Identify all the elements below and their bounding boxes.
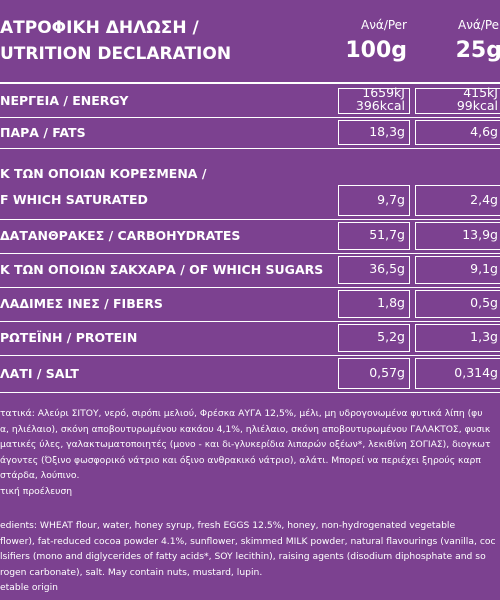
divider xyxy=(0,253,500,254)
divider xyxy=(0,287,500,288)
value-box xyxy=(338,222,410,250)
value: 5,2g xyxy=(377,329,405,344)
value: 0,5g xyxy=(470,295,498,310)
ingredients-greek: στάρδα, λούπινο. xyxy=(0,470,80,481)
value-box xyxy=(415,120,500,145)
value: 36,5g xyxy=(369,261,405,276)
divider xyxy=(0,321,500,322)
ingredients-english: flower), fat-reduced cocoa powder 4.1%, … xyxy=(0,535,496,547)
ingredients-greek: τατικά: Αλεύρι ΣΙΤΟΥ, νερό, σιρόπι μελιο… xyxy=(0,408,483,419)
portion: 25g xyxy=(455,38,500,63)
value: 415kJ xyxy=(463,85,498,100)
ingredients-english: lsifiers (mono and diglycerides of fatty… xyxy=(0,551,486,562)
value: 1,8g xyxy=(377,295,405,310)
value-box xyxy=(415,290,500,318)
row-label: ΛΑΔΙΜΕΣ ΙΝΕΣ / FIBERS xyxy=(0,296,163,311)
value: 1659kJ xyxy=(362,85,405,100)
value: 0,57g xyxy=(369,364,405,380)
row-label: Κ ΤΩΝ ΟΠΟΙΩΝ ΣΑΚΧΑΡΑ / OF WHICH SUGARS xyxy=(0,262,324,277)
value: 9,1g xyxy=(470,261,498,276)
per-label: Ανά/Per xyxy=(361,18,407,32)
per-label: Ανά/Per xyxy=(458,18,500,32)
ingredients-greek: ματικές ύλες, γαλακτωματοποιητές (μονο -… xyxy=(0,439,491,450)
value: 2,4g xyxy=(470,191,498,207)
divider xyxy=(0,117,500,118)
divider xyxy=(0,82,500,84)
value: 51,7g xyxy=(369,227,405,242)
ingredients-english: etable origin xyxy=(0,582,59,593)
value-box xyxy=(338,185,410,216)
row-label: Κ ΤΩΝ ΟΠΟΙΩΝ ΚΟΡΕΣΜΕΝΑ / xyxy=(0,166,207,181)
ingredients-greek: άγοντες (Όξινο φωσφορικό νάτριο και όξιν… xyxy=(0,454,481,466)
value: 396kcal xyxy=(355,98,405,113)
value-box xyxy=(415,256,500,284)
row-label: ΛΑΤΙ / SALT xyxy=(0,365,79,381)
value-box xyxy=(338,290,410,318)
ingredients-greek: α, ηλιέλαιο), σκόνη αποβουτυρωμένου κακά… xyxy=(0,423,491,435)
value: 18,3g xyxy=(369,123,405,139)
value-box xyxy=(338,88,410,114)
value-box xyxy=(338,256,410,284)
value: 9,7g xyxy=(377,191,405,207)
value: 1,3g xyxy=(470,329,498,344)
ingredients-english: rogen carbonate), salt. May contain nuts… xyxy=(0,566,263,578)
value-box xyxy=(338,120,410,145)
divider xyxy=(0,219,500,220)
value: 13,9g xyxy=(462,227,498,242)
value-box xyxy=(415,222,500,250)
ingredients-english: edients: WHEAT flour, water, honey syrup… xyxy=(0,520,456,531)
value-box xyxy=(415,88,500,114)
divider xyxy=(0,392,500,393)
value: 99kcal xyxy=(456,98,498,113)
title-line: UTRITION DECLARATION xyxy=(0,44,232,64)
portion: 100g xyxy=(345,38,407,63)
value-box xyxy=(415,185,500,216)
divider xyxy=(0,355,500,356)
value: 0,314g xyxy=(454,364,498,380)
value-box xyxy=(338,358,410,389)
row-label: ΠΑΡΑ / FATS xyxy=(0,124,86,140)
value-box xyxy=(415,358,500,389)
row-label: F WHICH SATURATED xyxy=(0,192,148,207)
row-label: ΡΩΤΕΪΝΗ / PROTEIN xyxy=(0,330,138,345)
row-label: ΔΑΤΑΝΘΡΑΚΕΣ / CARBOHYDRATES xyxy=(0,228,241,243)
value-box xyxy=(338,324,410,352)
title-line: ΑΤΡΟΦΙΚΗ ΔΗΛΩΣΗ / xyxy=(0,18,199,38)
row-label: ΝΕΡΓΕΙΑ / ENERGY xyxy=(0,93,129,108)
value-box xyxy=(415,324,500,352)
ingredients-greek: τική προέλευση xyxy=(0,485,73,497)
value: 4,6g xyxy=(470,123,498,139)
divider xyxy=(0,148,500,149)
